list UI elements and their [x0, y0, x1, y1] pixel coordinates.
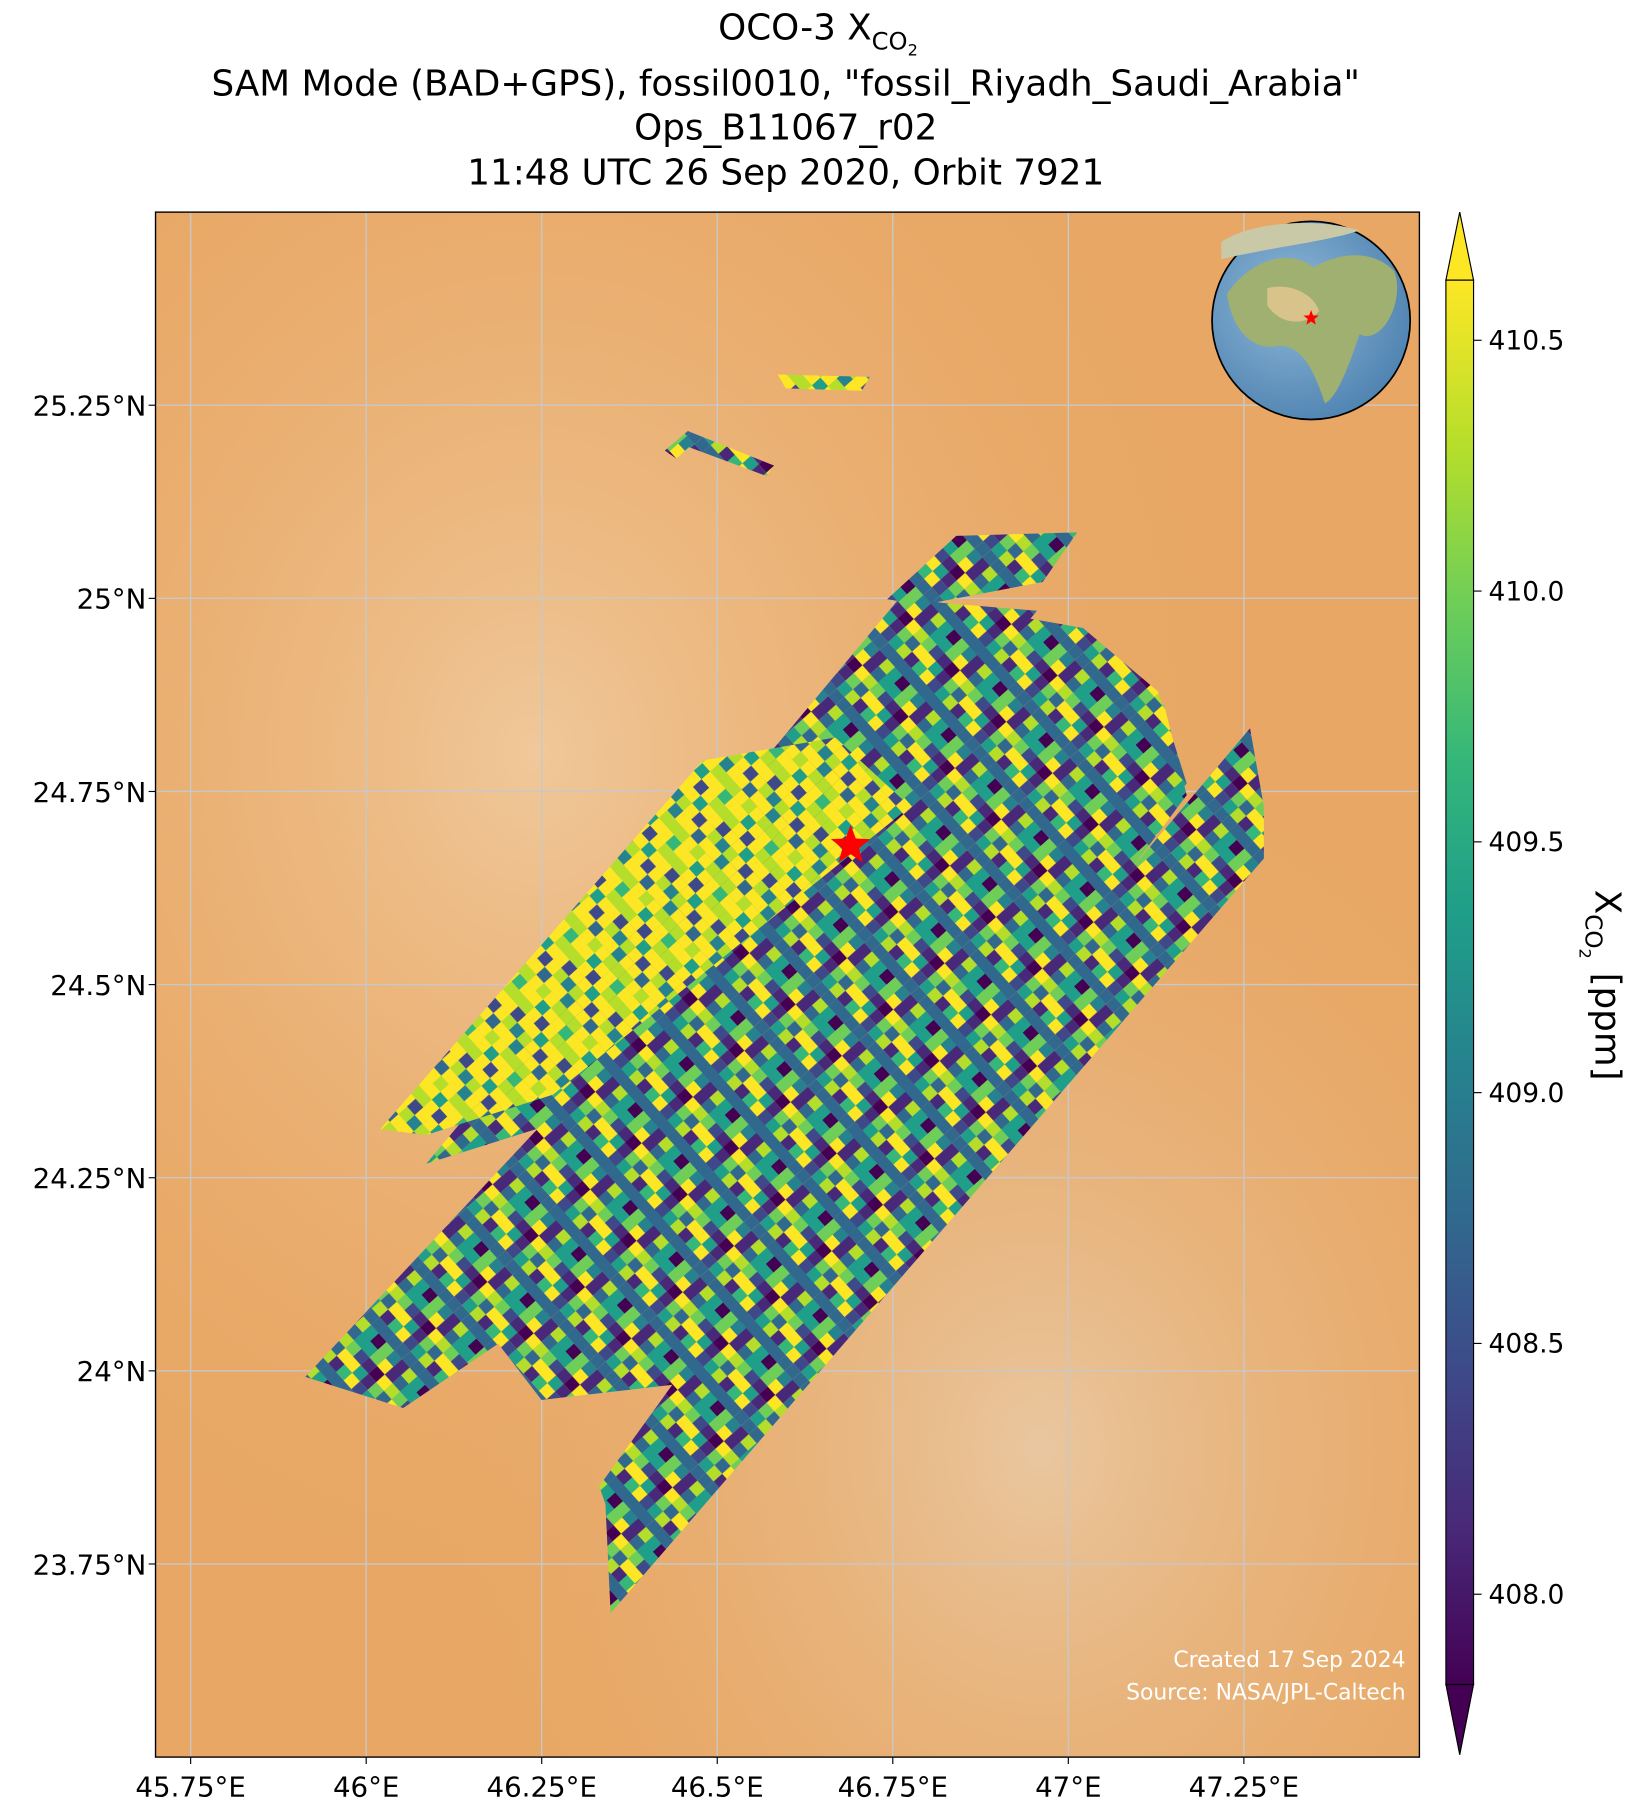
swath	[777, 374, 870, 391]
y-tick-label: 24.5°N	[50, 969, 146, 1002]
colorbar-label: XCO2 [ppm]	[1576, 890, 1628, 1081]
colorbar-label-subscript: CO	[1579, 914, 1605, 948]
inset-target-marker	[1303, 310, 1319, 325]
colorbar-frame	[1445, 279, 1475, 1686]
colorbar-tick-label: 408.5	[1489, 1329, 1565, 1360]
swath	[887, 532, 1078, 605]
colorbar-body	[1445, 280, 1474, 1685]
colorbar-tick-label: 409.0	[1489, 1078, 1565, 1109]
annotation: Source: NASA/JPL-Caltech	[1126, 1680, 1405, 1705]
title-subscript2: 2	[908, 40, 918, 59]
x-tick-label: 46°E	[333, 1770, 399, 1801]
subtitle: 11:48 UTC 26 Sep 2020, Orbit 7921	[467, 152, 1104, 193]
colorbar-tick-label: 409.5	[1489, 827, 1565, 858]
colorbar-extend-max	[1445, 211, 1475, 281]
y-tick-label: 25°N	[77, 583, 147, 616]
colorbar-label-subscript2: 2	[1576, 949, 1595, 959]
land	[1221, 222, 1360, 260]
markers	[830, 310, 1319, 863]
colorbar: 408.0 408.5 409.0 409.5 410.0 410.5	[1445, 211, 1565, 1755]
annotation: Created 17 Sep 2024	[1173, 1648, 1405, 1673]
y-tick-label: 24°N	[77, 1355, 147, 1388]
swath	[483, 599, 1187, 1400]
y-tick-label: 23.75°N	[33, 1548, 147, 1581]
x-tick-label: 46.25°E	[487, 1770, 597, 1801]
swaths	[305, 374, 1264, 1614]
y-tick-label: 25.25°N	[33, 390, 147, 423]
swath	[664, 431, 775, 476]
x-tick-label: 46.75°E	[838, 1770, 948, 1801]
swath	[604, 728, 1264, 1614]
colorbar-tick-label: 410.0	[1489, 576, 1565, 607]
swath	[380, 737, 911, 1135]
colorbar-label-text: X	[1587, 890, 1628, 914]
x-tick-label: 47.25°E	[1189, 1770, 1299, 1801]
colorbar-tick-label: 408.0	[1489, 1579, 1565, 1610]
title: OCO-3 XCO2	[718, 7, 918, 59]
x-tick-label: 47°E	[1035, 1770, 1101, 1801]
colorbar-label-unit: [ppm]	[1587, 973, 1628, 1081]
colorbar-tick-label: 410.5	[1489, 325, 1565, 356]
desert	[1267, 286, 1320, 322]
subtitle: Ops_B11067_r02	[634, 108, 937, 149]
target-marker	[830, 824, 871, 863]
colorbar-extend-min	[1445, 1683, 1475, 1755]
x-tick-label: 46.5°E	[671, 1770, 764, 1801]
y-tick-label: 24.25°N	[33, 1162, 147, 1195]
x-tick-label: 45.75°E	[135, 1770, 245, 1801]
y-tick-label: 24.75°N	[33, 776, 147, 809]
subtitle: SAM Mode (BAD+GPS), fossil0010, "fossil_…	[212, 64, 1360, 105]
title-text: OCO-3 X	[718, 7, 872, 48]
title-subscript: CO	[872, 28, 908, 56]
map	[155, 212, 1420, 1758]
